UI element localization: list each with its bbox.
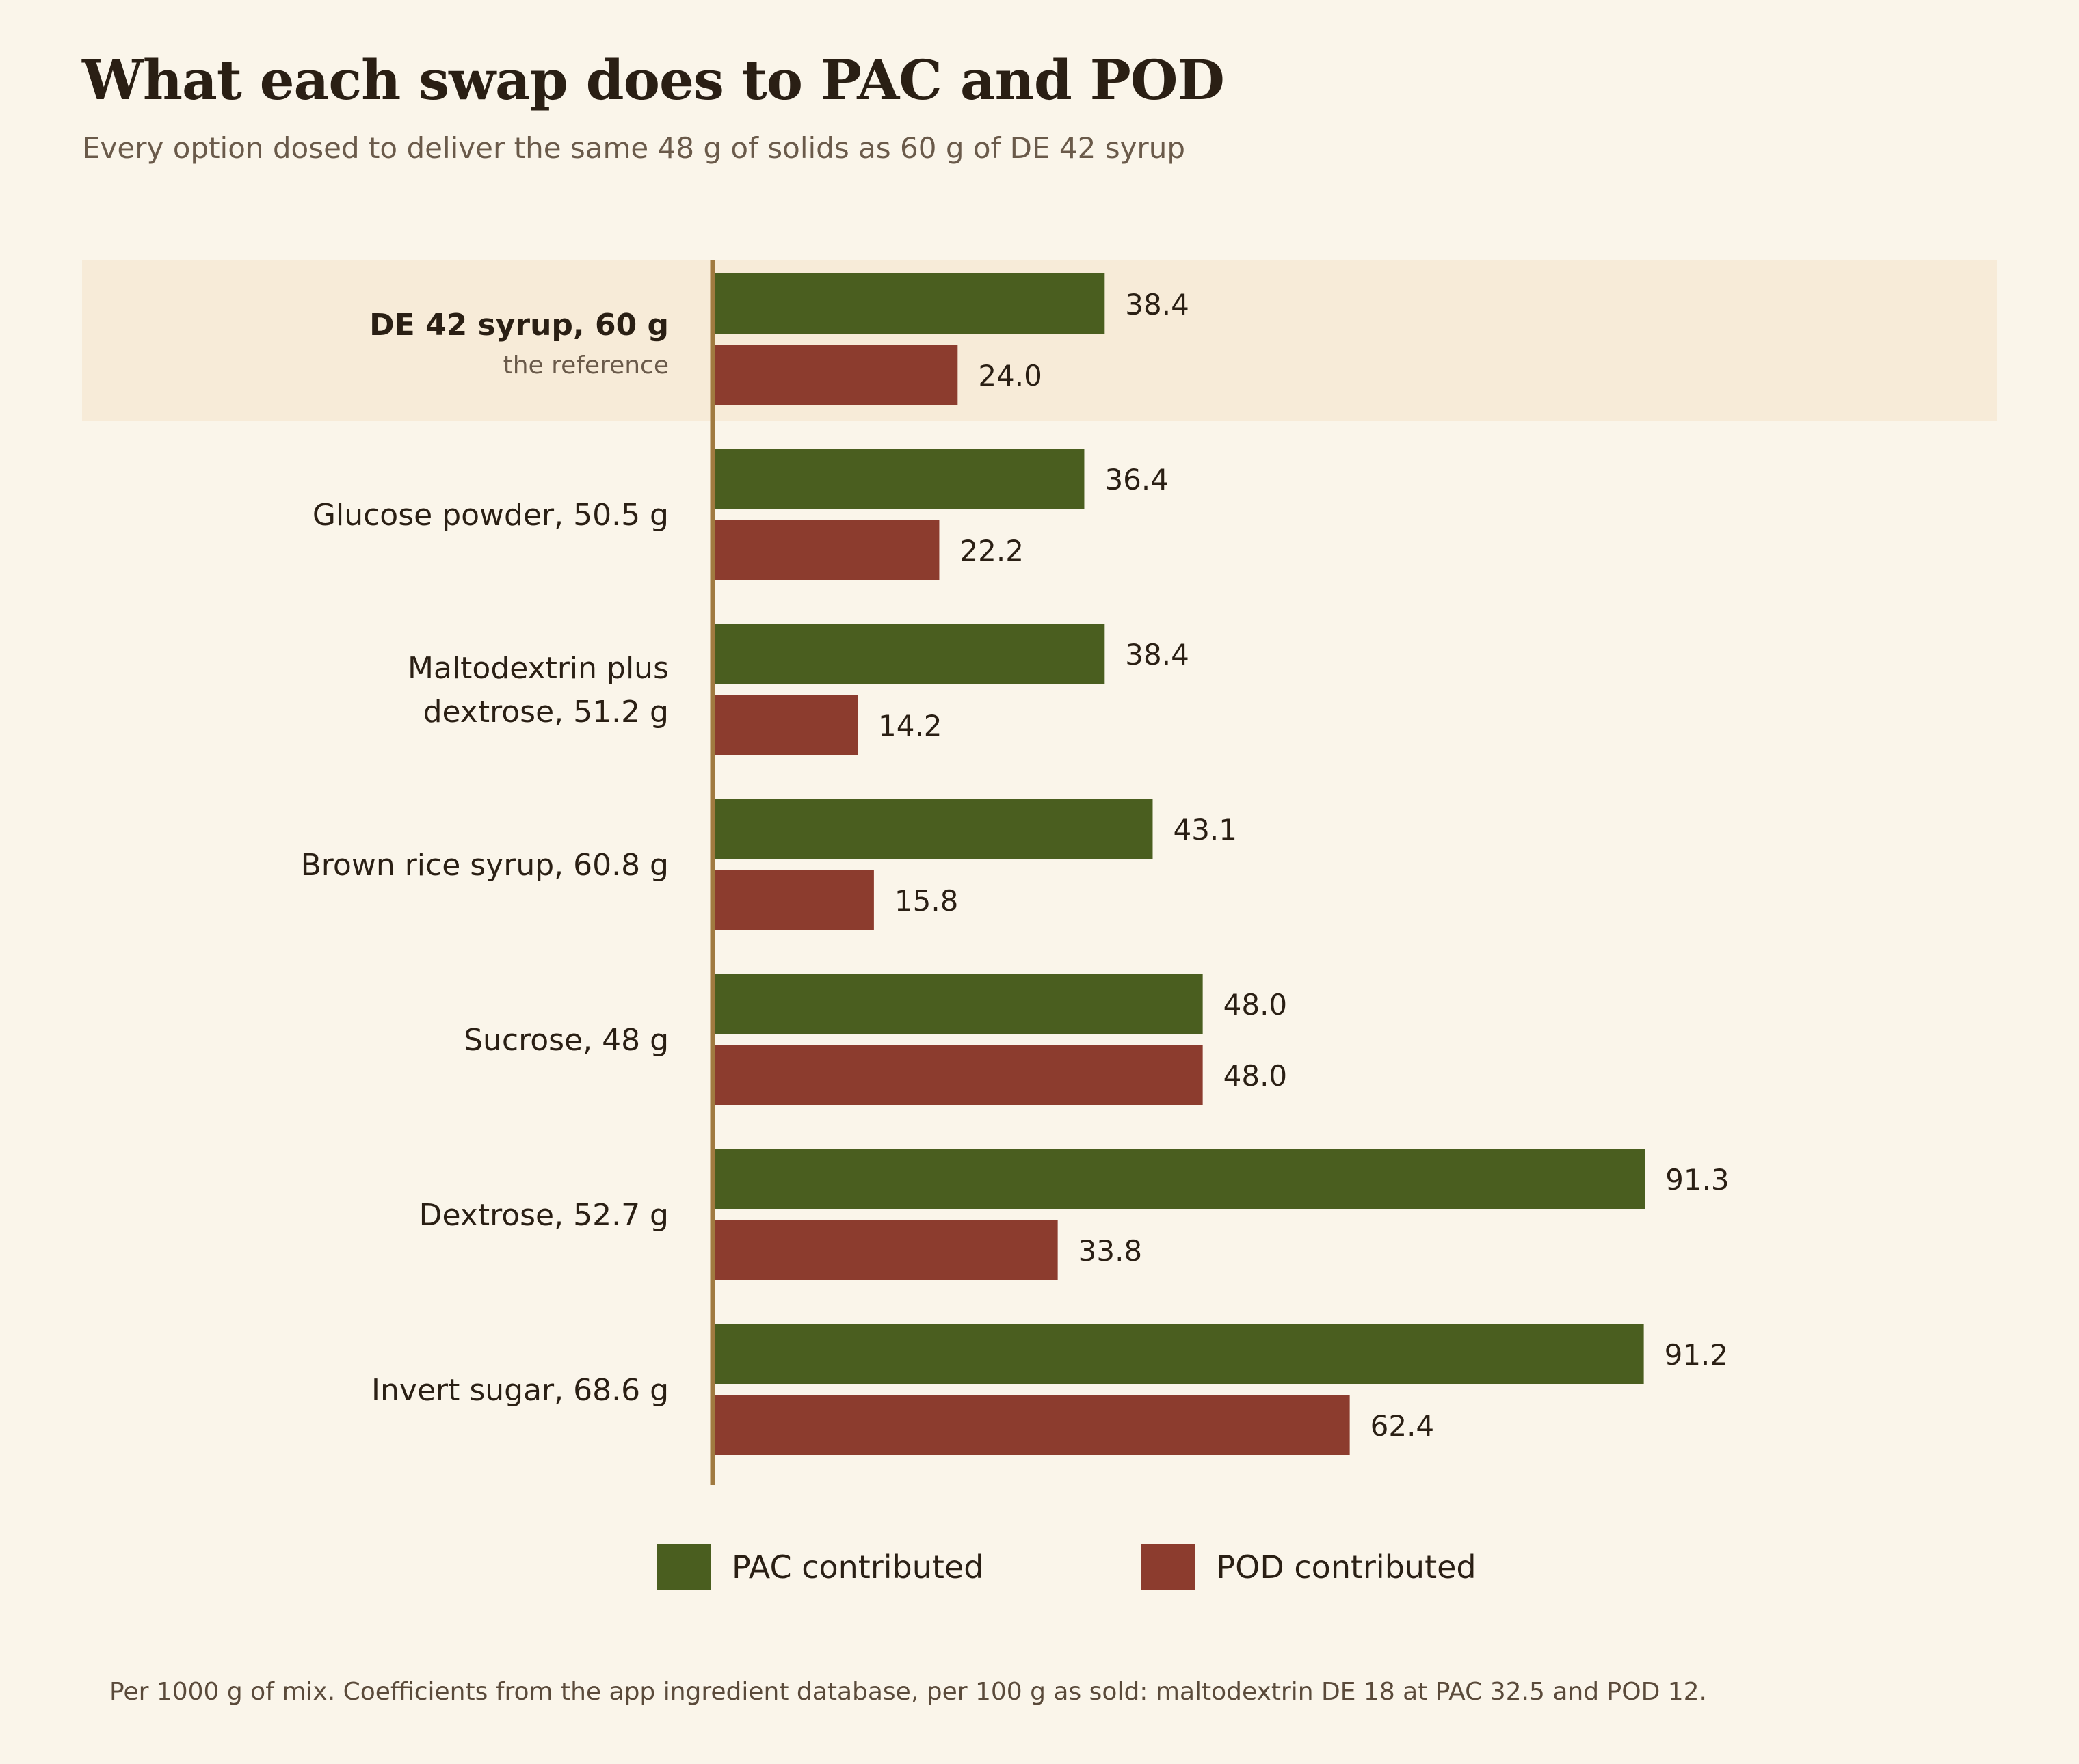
category-label-2-line-0: Maltodextrin plus [408, 651, 669, 686]
value-label-pod-4: 48.0 [1223, 1059, 1288, 1093]
bar-pac-6 [713, 1324, 1644, 1384]
category-label-6: Invert sugar, 68.6 g [371, 1373, 669, 1408]
chart-title: What each swap does to PAC and POD [82, 48, 1225, 112]
bar-pod-5 [713, 1220, 1058, 1280]
legend-label-pac: PAC contributed [732, 1549, 984, 1586]
legend-item-pod: POD contributed [1141, 1544, 1477, 1590]
bar-pac-5 [713, 1149, 1645, 1209]
value-label-pac-2: 38.4 [1125, 638, 1189, 671]
value-label-pac-6: 91.2 [1665, 1338, 1729, 1372]
value-label-pac-5: 91.3 [1665, 1163, 1730, 1197]
category-label-2-line-1: dextrose, 51.2 g [423, 695, 669, 730]
bar-pod-6 [713, 1395, 1350, 1455]
legend-label-pod: POD contributed [1216, 1549, 1477, 1586]
category-label-3: Brown rice syrup, 60.8 g [301, 848, 669, 883]
value-label-pod-3: 15.8 [895, 884, 959, 918]
category-label-4: Sucrose, 48 g [464, 1023, 669, 1058]
chart-subtitle: Every option dosed to deliver the same 4… [82, 131, 1185, 165]
footnote: Per 1000 g of mix. Coefficients from the… [109, 1678, 1707, 1706]
value-label-pac-0: 38.4 [1125, 288, 1189, 321]
value-label-pod-6: 62.4 [1370, 1409, 1435, 1443]
bar-pac-2 [713, 624, 1105, 684]
bar-pod-0 [713, 345, 958, 405]
legend-swatch-pod [1141, 1544, 1196, 1590]
value-label-pod-5: 33.8 [1078, 1234, 1143, 1268]
category-labels: DE 42 syrup, 60 g the reference Glucose po… [301, 308, 669, 1408]
bars-layer: 38.4 24.0 36.4 22.2 38.4 14.2 43.1 15.8 48.0 48.0… [713, 273, 1730, 1455]
bar-pac-1 [713, 449, 1085, 509]
value-label-pac-4: 48.0 [1223, 988, 1288, 1021]
category-label-0: DE 42 syrup, 60 g [369, 308, 669, 343]
value-label-pod-0: 24.0 [978, 359, 1042, 392]
bar-pac-3 [713, 799, 1153, 859]
bar-pod-3 [713, 870, 874, 930]
bar-pod-1 [713, 520, 940, 580]
bar-pod-2 [713, 695, 858, 755]
category-label-5: Dextrose, 52.7 g [419, 1198, 669, 1233]
legend-swatch-pac [657, 1544, 711, 1590]
value-label-pod-2: 14.2 [878, 709, 942, 743]
reference-note: the reference [503, 351, 669, 379]
value-label-pod-1: 22.2 [959, 534, 1024, 567]
bar-pac-0 [713, 273, 1105, 334]
legend-item-pac: PAC contributed [657, 1544, 983, 1590]
value-label-pac-3: 43.1 [1173, 813, 1237, 846]
legend: PAC contributed POD contributed [657, 1544, 1477, 1590]
category-label-1: Glucose powder, 50.5 g [313, 498, 669, 533]
bar-pod-4 [713, 1045, 1203, 1105]
bar-pac-4 [713, 974, 1203, 1034]
value-label-pac-1: 36.4 [1104, 463, 1169, 496]
